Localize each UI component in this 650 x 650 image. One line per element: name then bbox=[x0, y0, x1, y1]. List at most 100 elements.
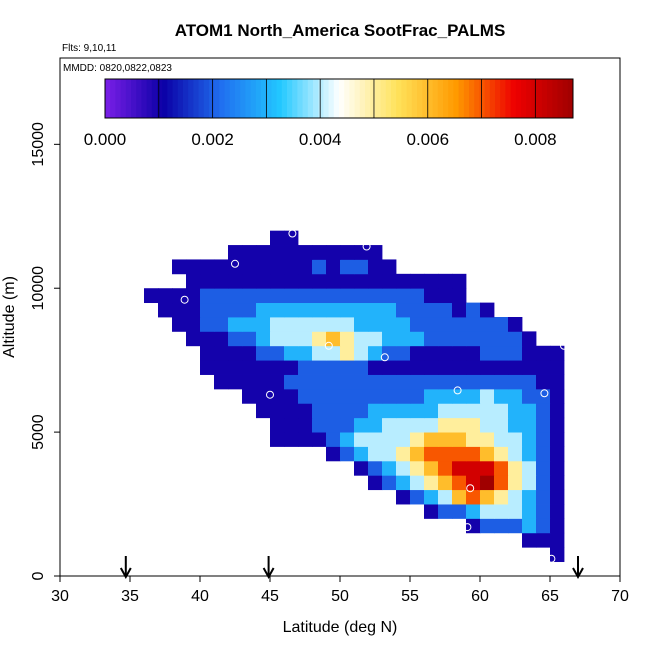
x-tick-label: 35 bbox=[121, 588, 139, 605]
heatmap-cell bbox=[242, 331, 257, 347]
colorbar-segment bbox=[500, 79, 506, 118]
heatmap-cell bbox=[284, 345, 299, 361]
heatmap-cell bbox=[256, 245, 271, 260]
colorbar-segment bbox=[162, 79, 168, 118]
heatmap-cell bbox=[466, 374, 481, 390]
heatmap-cell bbox=[550, 403, 565, 419]
heatmap-cell bbox=[340, 432, 355, 447]
heatmap-cell bbox=[536, 504, 551, 519]
heatmap-cell bbox=[298, 259, 313, 275]
colorbar-segment bbox=[219, 79, 226, 118]
heatmap-cell bbox=[200, 345, 215, 361]
heatmap-cell bbox=[424, 388, 439, 404]
heatmap-cell bbox=[480, 317, 495, 332]
heatmap-cell bbox=[242, 259, 257, 275]
heatmap-cell bbox=[354, 302, 369, 318]
heatmap-cell bbox=[382, 432, 397, 447]
colorbar-segment bbox=[203, 79, 210, 118]
heatmap-cell bbox=[494, 504, 509, 519]
colorbar-segment bbox=[547, 79, 553, 118]
heatmap-cell bbox=[494, 417, 509, 433]
heatmap-cell bbox=[396, 317, 411, 332]
heatmap-cell bbox=[270, 403, 285, 419]
heatmap-cell bbox=[424, 374, 439, 390]
colorbar-segment bbox=[110, 79, 116, 118]
heatmap-cell bbox=[326, 273, 341, 289]
heatmap-cell bbox=[312, 345, 327, 361]
heatmap-cell bbox=[312, 273, 327, 289]
heatmap-cell bbox=[368, 403, 383, 419]
heatmap-cell bbox=[466, 432, 481, 447]
heatmap-cell bbox=[354, 417, 369, 433]
heatmap-cell bbox=[340, 302, 355, 318]
y-tick-label: 10000 bbox=[30, 266, 47, 311]
heatmap-cell bbox=[298, 288, 313, 304]
heatmap-cell bbox=[354, 460, 369, 476]
heatmap-cell bbox=[200, 302, 215, 318]
heatmap-cell bbox=[550, 417, 565, 433]
heatmap-cell bbox=[298, 317, 313, 332]
heatmap-cell bbox=[396, 460, 411, 476]
heatmap-cell bbox=[466, 446, 481, 462]
heatmap-cell bbox=[368, 417, 383, 433]
heatmap-cell bbox=[340, 331, 355, 347]
colorbar-segment bbox=[287, 79, 293, 118]
colorbar-segment bbox=[292, 79, 298, 118]
heatmap-cell bbox=[228, 331, 243, 347]
heatmap-cell bbox=[424, 417, 439, 433]
heatmap-cell bbox=[368, 245, 383, 260]
heatmap-cell bbox=[452, 504, 467, 519]
heatmap-cell bbox=[438, 460, 453, 476]
heatmap-cell bbox=[284, 403, 299, 419]
heatmap-cell bbox=[508, 345, 523, 361]
colorbar-segment bbox=[255, 79, 262, 118]
colorbar-segment bbox=[531, 79, 538, 118]
colorbar-segment bbox=[427, 79, 434, 118]
heatmap-cell bbox=[326, 403, 341, 419]
colorbar-segment bbox=[157, 79, 163, 118]
heatmap-cell bbox=[536, 446, 551, 462]
colorbar-segment bbox=[479, 79, 486, 118]
heatmap-cell bbox=[466, 475, 481, 491]
heatmap-cell bbox=[340, 273, 355, 289]
heatmap-cell bbox=[396, 273, 411, 289]
heatmap-cell bbox=[508, 374, 523, 390]
heatmap-cell bbox=[312, 360, 327, 375]
heatmap-cell bbox=[466, 345, 481, 361]
heatmap-cell bbox=[522, 403, 537, 419]
heatmap-cell bbox=[410, 403, 425, 419]
heatmap-cell bbox=[452, 374, 467, 390]
heatmap-cell bbox=[326, 417, 341, 433]
heatmap-cell bbox=[494, 403, 509, 419]
heatmap-cell bbox=[368, 302, 383, 318]
heatmap-cell bbox=[242, 360, 257, 375]
heatmap-cell bbox=[284, 245, 299, 260]
heatmap-cell bbox=[522, 446, 537, 462]
colorbar-segment bbox=[469, 79, 475, 118]
heatmap-cell bbox=[214, 345, 229, 361]
heatmap-cell bbox=[396, 417, 411, 433]
heatmap-cell bbox=[424, 432, 439, 447]
colorbar-segment bbox=[297, 79, 304, 118]
colorbar-segment bbox=[172, 79, 179, 118]
colorbar-segment bbox=[281, 79, 288, 118]
heatmap-cell bbox=[284, 273, 299, 289]
heatmap-cell bbox=[284, 388, 299, 404]
heatmap-cell bbox=[228, 317, 243, 332]
heatmap-cell bbox=[452, 417, 467, 433]
heatmap-cell bbox=[312, 432, 327, 447]
heatmap-cell bbox=[424, 475, 439, 491]
colorbar-segment bbox=[557, 79, 564, 118]
heatmap-cell bbox=[396, 446, 411, 462]
heatmap-cell bbox=[522, 417, 537, 433]
heatmap-cell bbox=[200, 360, 215, 375]
heatmap-cell bbox=[438, 360, 453, 375]
colorbar-segment bbox=[489, 79, 496, 118]
heatmap-cell bbox=[214, 302, 229, 318]
heatmap-cell bbox=[382, 259, 397, 275]
heatmap-cell bbox=[368, 446, 383, 462]
heatmap-cell bbox=[452, 302, 467, 318]
heatmap-cell bbox=[410, 345, 425, 361]
colorbar-segment bbox=[401, 79, 408, 118]
heatmap-cell bbox=[466, 388, 481, 404]
